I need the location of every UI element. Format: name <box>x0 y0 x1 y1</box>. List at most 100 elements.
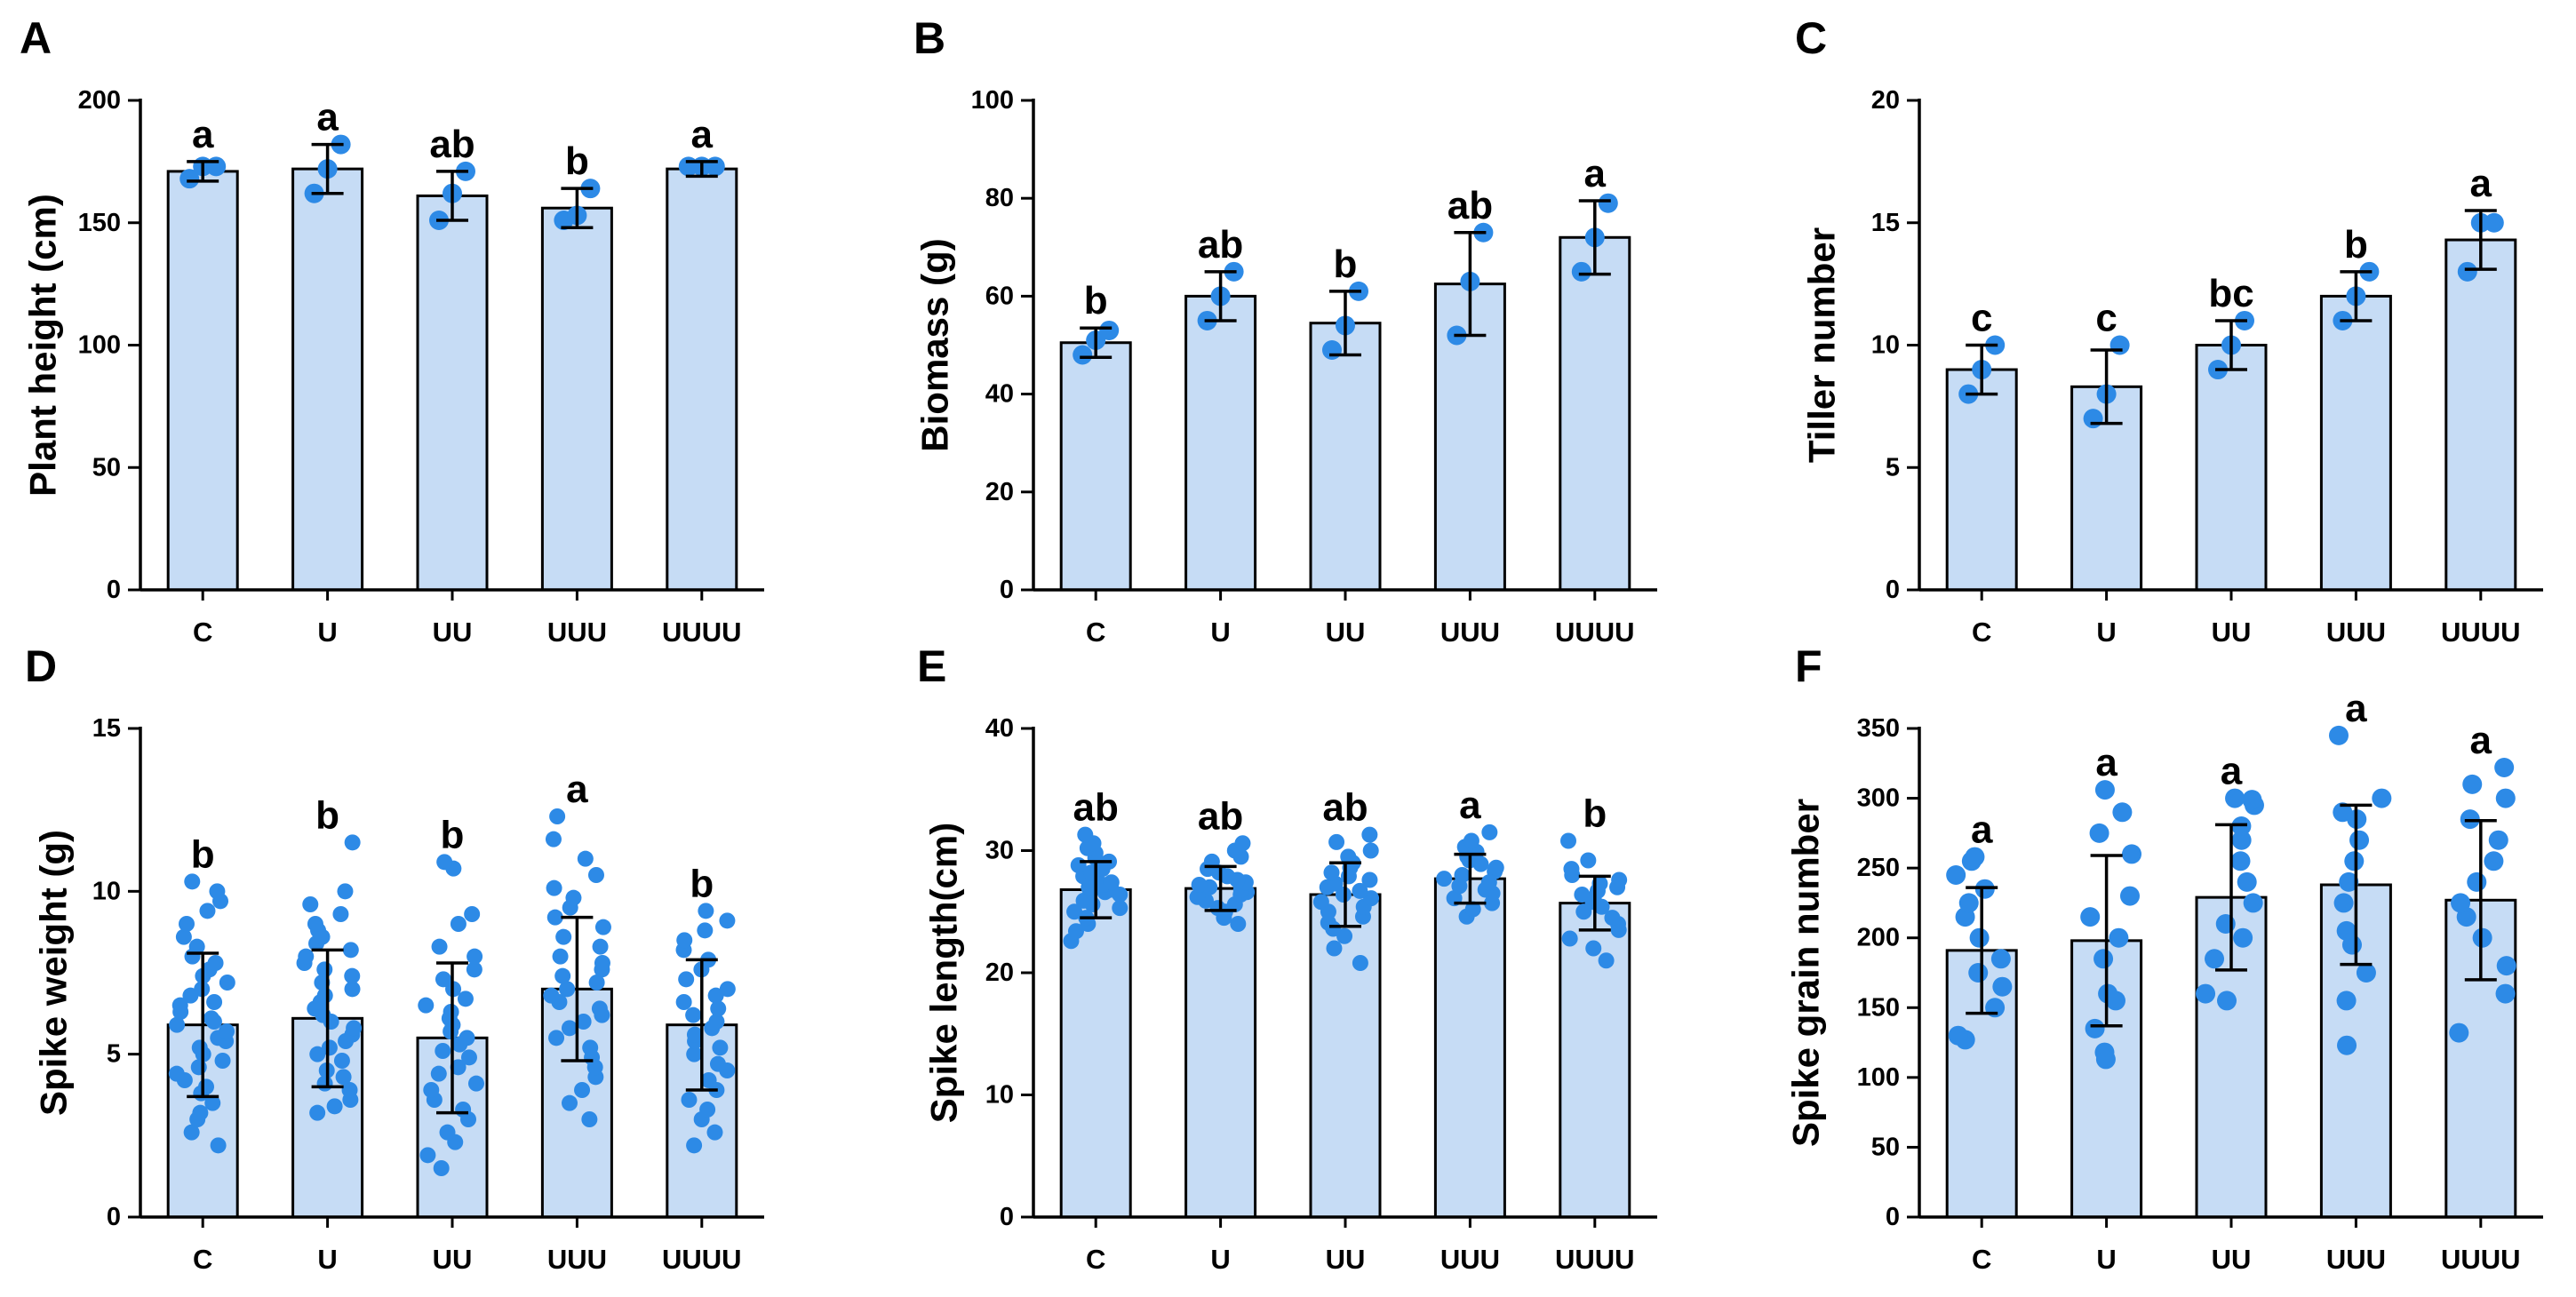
data-point <box>594 955 610 971</box>
data-point <box>344 967 361 984</box>
data-point <box>2230 851 2251 871</box>
data-point <box>321 1039 338 1056</box>
error-bar <box>2215 823 2247 972</box>
data-point <box>1454 867 1471 883</box>
y-tick-label: 150 <box>78 209 121 237</box>
data-point <box>198 1078 215 1095</box>
error-bar <box>187 160 219 183</box>
data-point <box>2339 871 2359 892</box>
y-tick-label: 15 <box>92 714 121 743</box>
y-tick-label: 5 <box>1886 453 1900 481</box>
data-point <box>698 903 714 919</box>
bar <box>291 167 364 592</box>
data-point <box>455 1102 472 1118</box>
data-point <box>575 1014 592 1030</box>
data-point <box>1463 832 1479 849</box>
x-tick-label: U <box>1210 1244 1230 1275</box>
panel-letter: E <box>917 641 946 691</box>
panel-e: E Spike length(cm) ab Cab Uab UU a UUU b UUUU 0 10 2… <box>917 641 1657 1275</box>
data-point <box>1322 340 1342 361</box>
data-point <box>1191 877 1208 893</box>
data-point <box>2336 991 2357 1011</box>
y-tick-label: 30 <box>985 837 1014 865</box>
data-point <box>697 922 714 939</box>
data-point <box>209 883 226 900</box>
data-point <box>1481 824 1498 840</box>
panel-letter: B <box>913 13 945 63</box>
data-point <box>719 912 736 929</box>
data-point <box>546 909 563 926</box>
data-point <box>464 906 481 922</box>
data-point <box>2231 830 2252 850</box>
data-point <box>191 1039 208 1056</box>
x-tick-label: UU <box>2212 617 2252 648</box>
panel-b: B Biomass (g) b Cab Ub UU ab UUU a UUUU 0 20 40 60 80 1… <box>913 13 1657 648</box>
data-point <box>214 1053 231 1069</box>
significance-letter: b <box>315 793 339 837</box>
data-point <box>2242 790 2262 810</box>
data-point <box>2333 893 2354 913</box>
data-point <box>206 156 227 177</box>
data-point <box>559 981 576 998</box>
y-axis-label: Spike length(cm) <box>923 823 965 1123</box>
bar <box>1433 877 1506 1219</box>
data-point <box>179 169 200 189</box>
data-point <box>1969 927 1990 948</box>
data-point <box>587 867 604 883</box>
significance-letter: a <box>1584 152 1607 195</box>
data-point <box>1436 871 1453 887</box>
y-tick-label: 200 <box>1857 924 1900 952</box>
data-point <box>419 1147 436 1164</box>
data-point <box>1580 852 1597 869</box>
error-bar <box>2215 319 2247 371</box>
data-point <box>2225 788 2245 808</box>
data-point <box>2349 830 2370 850</box>
data-point <box>678 971 695 988</box>
data-point <box>450 916 467 932</box>
data-point <box>192 1104 209 1121</box>
data-point <box>1352 882 1368 899</box>
data-point <box>171 997 188 1014</box>
data-point <box>333 1053 350 1069</box>
x-tick-label: U <box>1210 617 1230 648</box>
data-point <box>1328 833 1345 850</box>
data-point <box>2484 851 2504 871</box>
bar <box>166 170 239 592</box>
data-point <box>543 987 560 1004</box>
data-point <box>436 854 453 871</box>
panel-letter: D <box>25 641 57 691</box>
data-point <box>1336 927 1353 944</box>
data-point <box>418 997 435 1014</box>
significance-letter: a <box>2095 741 2117 784</box>
data-point <box>685 1007 702 1023</box>
error-bar <box>2464 209 2497 271</box>
bar <box>1945 368 2018 592</box>
data-point <box>2083 409 2103 429</box>
y-tick-label: 0 <box>107 1203 121 1231</box>
y-tick-label: 200 <box>78 86 121 115</box>
data-point <box>591 1000 608 1017</box>
y-tick-label: 10 <box>92 877 121 905</box>
y-tick-label: 15 <box>1871 209 1900 237</box>
data-point <box>675 994 692 1010</box>
significance-letter: a <box>2470 162 2492 205</box>
data-point <box>581 1111 598 1127</box>
data-point <box>1585 940 1602 957</box>
y-tick-label: 250 <box>1857 854 1900 882</box>
x-tick-label: UUU <box>1440 617 1500 648</box>
x-tick-label: UU <box>1326 617 1366 648</box>
data-point <box>2457 261 2477 282</box>
data-point <box>1464 901 1481 918</box>
data-point <box>574 1082 591 1098</box>
data-point <box>169 1016 186 1033</box>
data-point <box>2085 1018 2105 1038</box>
error-bar <box>1966 886 1998 1015</box>
data-point <box>592 938 609 955</box>
data-point <box>435 971 451 988</box>
data-point <box>332 906 349 922</box>
data-point <box>686 1137 703 1154</box>
data-point <box>2243 893 2263 913</box>
data-point <box>588 975 605 991</box>
significance-letter: c <box>1971 297 1992 340</box>
data-point <box>1604 910 1621 927</box>
